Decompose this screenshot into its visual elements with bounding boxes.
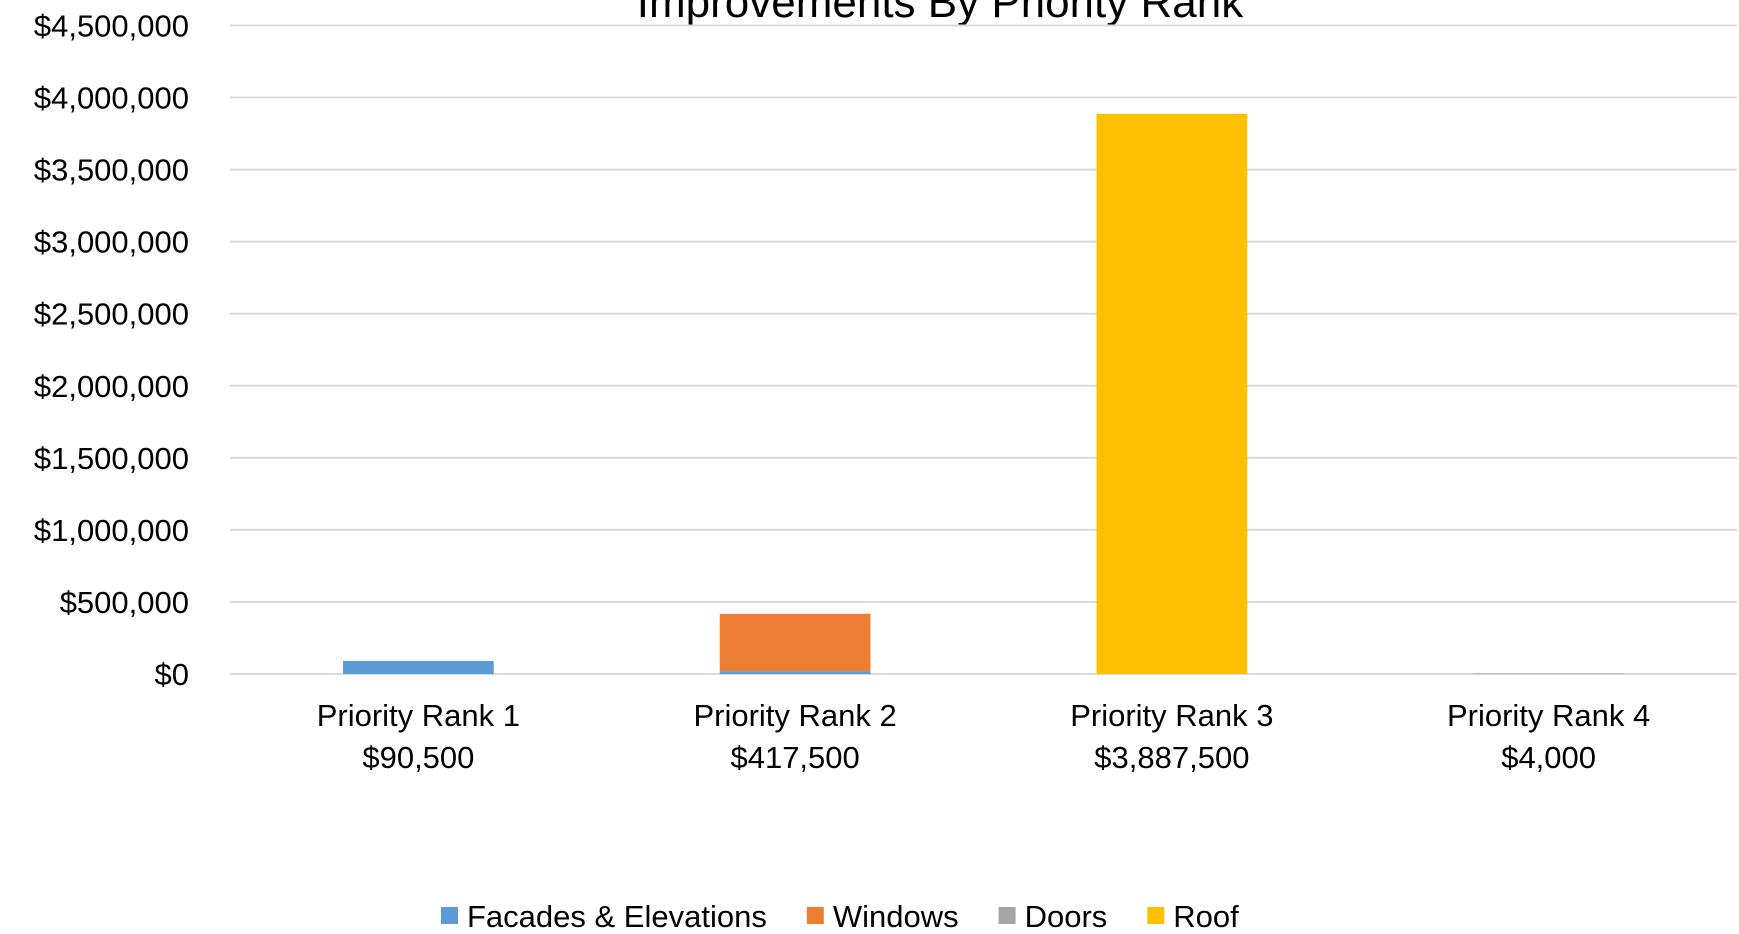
bar-segment bbox=[343, 660, 494, 674]
legend-label: Facades & Elevations bbox=[467, 899, 767, 934]
bar-segment bbox=[1473, 673, 1624, 674]
legend-label: Roof bbox=[1173, 899, 1239, 934]
x-tick-sublabel: $3,887,500 bbox=[1094, 740, 1249, 775]
legend-label: Doors bbox=[1025, 899, 1108, 934]
x-tick-sublabel: $4,000 bbox=[1501, 740, 1596, 775]
x-tick-sublabel: $90,500 bbox=[362, 740, 474, 775]
bar-segment bbox=[1096, 113, 1248, 674]
legend-label: Windows bbox=[833, 899, 959, 934]
legend-swatch bbox=[806, 907, 824, 924]
x-tick-label: Priority Rank 2 bbox=[693, 698, 896, 733]
y-tick-label: $1,500,000 bbox=[34, 441, 189, 476]
legend-swatch bbox=[441, 907, 458, 924]
x-tick-label: Priority Rank 1 bbox=[317, 698, 520, 733]
bar-segment bbox=[719, 613, 871, 672]
legend-swatch bbox=[998, 907, 1016, 924]
x-tick-label: Priority Rank 4 bbox=[1447, 698, 1650, 733]
y-tick-label: $1,000,000 bbox=[34, 513, 189, 548]
y-tick-label: $500,000 bbox=[60, 585, 189, 620]
y-tick-label: $3,000,000 bbox=[34, 225, 189, 260]
x-tick-sublabel: $417,500 bbox=[730, 740, 859, 775]
x-tick-label: Priority Rank 3 bbox=[1070, 698, 1273, 733]
chart-title: Improvements By Priority Rank bbox=[637, 0, 1244, 27]
y-tick-label: $3,500,000 bbox=[34, 153, 189, 188]
y-tick-label: $4,000,000 bbox=[34, 81, 189, 116]
legend-swatch bbox=[1147, 907, 1165, 924]
y-tick-label: $4,500,000 bbox=[34, 9, 189, 44]
y-tick-label: $0 bbox=[155, 657, 189, 692]
bar-segment bbox=[719, 671, 871, 674]
y-tick-label: $2,000,000 bbox=[34, 369, 189, 404]
y-tick-label: $2,500,000 bbox=[34, 297, 189, 332]
